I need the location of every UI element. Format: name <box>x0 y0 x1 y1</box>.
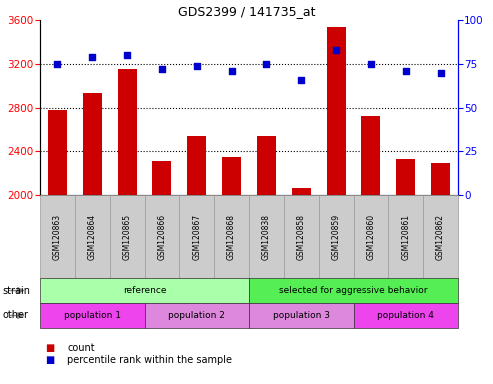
Bar <box>326 26 346 195</box>
Bar <box>292 189 311 195</box>
Text: other: other <box>2 311 29 321</box>
Text: GSM120864: GSM120864 <box>88 214 97 260</box>
Text: GSM120860: GSM120860 <box>366 214 375 260</box>
Text: population 4: population 4 <box>377 311 434 320</box>
Bar <box>361 116 381 195</box>
Point <box>53 61 61 67</box>
Text: GSM120838: GSM120838 <box>262 214 271 260</box>
Point <box>158 66 166 72</box>
Point <box>367 61 375 67</box>
Bar <box>431 163 450 195</box>
Bar <box>187 136 207 195</box>
Point <box>297 76 305 83</box>
Text: ■: ■ <box>45 343 54 353</box>
Point <box>402 68 410 74</box>
Bar <box>83 93 102 195</box>
Point <box>88 54 96 60</box>
Text: GSM120865: GSM120865 <box>123 214 132 260</box>
Text: GSM120862: GSM120862 <box>436 214 445 260</box>
Text: ■: ■ <box>45 355 54 365</box>
Text: GSM120868: GSM120868 <box>227 214 236 260</box>
Text: strain: strain <box>2 285 31 296</box>
Text: reference: reference <box>123 286 166 295</box>
Point <box>262 61 270 67</box>
Text: GSM120867: GSM120867 <box>192 214 201 260</box>
Text: GSM120858: GSM120858 <box>297 214 306 260</box>
Bar <box>396 159 415 195</box>
Point <box>228 68 236 74</box>
Point <box>123 52 131 58</box>
Bar <box>257 136 276 195</box>
Text: count: count <box>67 343 95 353</box>
Point <box>437 70 445 76</box>
Text: GSM120866: GSM120866 <box>157 214 167 260</box>
Bar <box>117 69 137 195</box>
Text: GDS2399 / 141735_at: GDS2399 / 141735_at <box>178 5 315 18</box>
Text: population 2: population 2 <box>168 311 225 320</box>
Text: GSM120859: GSM120859 <box>332 214 341 260</box>
Text: population 1: population 1 <box>64 311 121 320</box>
Text: GSM120861: GSM120861 <box>401 214 410 260</box>
Bar <box>48 110 67 195</box>
Text: percentile rank within the sample: percentile rank within the sample <box>67 355 232 365</box>
Bar <box>222 157 241 195</box>
Text: population 3: population 3 <box>273 311 330 320</box>
Text: GSM120863: GSM120863 <box>53 214 62 260</box>
Point <box>332 47 340 53</box>
Point <box>193 63 201 69</box>
Text: selected for aggressive behavior: selected for aggressive behavior <box>279 286 428 295</box>
Bar <box>152 161 172 195</box>
